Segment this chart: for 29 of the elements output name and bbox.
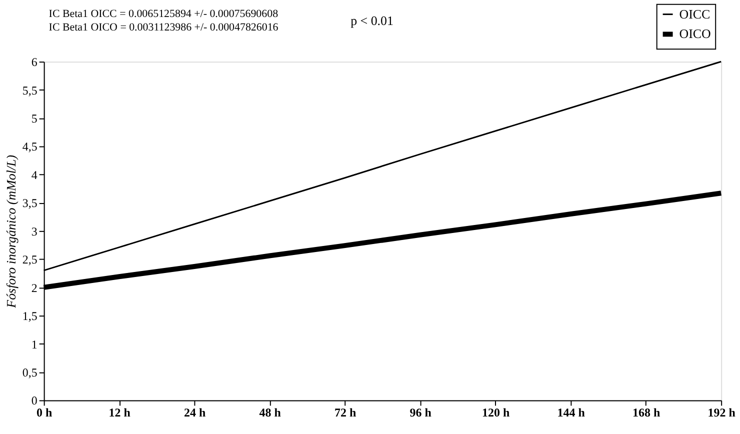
y-tick-label: 0,5: [22, 365, 38, 380]
y-tick-label: 6: [31, 55, 38, 70]
y-tick-label: 1,5: [22, 309, 38, 324]
y-tick-label: 2: [31, 280, 38, 295]
x-tick-label: 120 h: [482, 406, 510, 420]
y-tick-label: 3,5: [22, 196, 38, 210]
text: IC Beta1 OICO = 0.0031123986 +/- 0.00047826016: [48, 22, 279, 34]
y-tick-label: 4: [31, 168, 38, 182]
y-tick-label: 5: [31, 112, 38, 126]
y-tick-label: 5,5: [22, 83, 38, 98]
y-tick-label: 3: [31, 224, 38, 238]
text: p < 0.01: [350, 12, 394, 28]
x-tick-label: 96 h: [410, 406, 432, 420]
y-tick-label: 0: [31, 394, 38, 408]
y-tick-label: 4,5: [22, 140, 38, 154]
legend-label: OICO: [679, 26, 711, 42]
x-tick-label: 72 h: [334, 406, 356, 420]
x-tick-label: 168 h: [632, 406, 660, 420]
x-tick-label: 48 h: [259, 406, 282, 420]
x-tick-label: 24 h: [184, 406, 206, 420]
y-tick-label: 2,5: [22, 252, 38, 267]
x-tick-label: 144 h: [557, 406, 586, 420]
text: IC Beta1 OICC = 0.0065125894 +/- 0.00075690608: [48, 8, 279, 20]
y-tick-label: 1: [31, 337, 38, 352]
x-tick-label: 0 h: [36, 406, 52, 420]
x-tick-label: 192 h: [708, 406, 736, 420]
x-tick-label: 12 h: [108, 406, 131, 420]
y-axis-title: Fósforo inorgánico (mMol/L): [3, 154, 18, 309]
legend-label: OICC: [679, 6, 710, 22]
